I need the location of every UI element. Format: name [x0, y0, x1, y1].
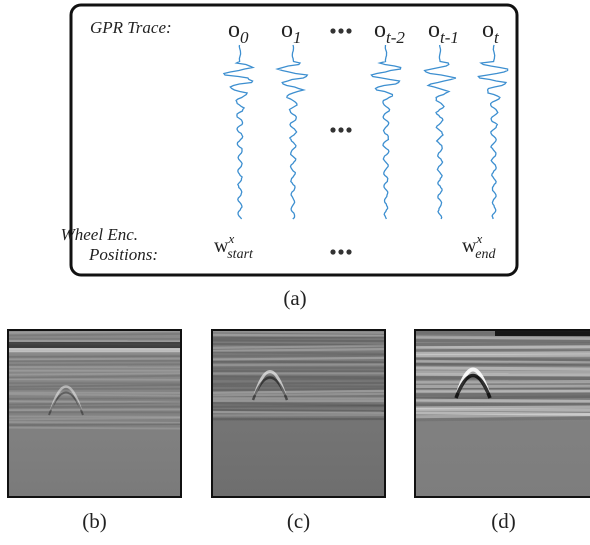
- caption: (d): [491, 509, 516, 533]
- radargram-band: [415, 394, 590, 395]
- pos-sub: start: [227, 247, 254, 262]
- radargram-band: [415, 337, 590, 338]
- radargram-band: [212, 377, 385, 378]
- radargram-band: [212, 340, 385, 341]
- radargram-band: [8, 428, 181, 429]
- caption: (a): [283, 286, 306, 310]
- radargram: [415, 330, 590, 497]
- radargram-band: [212, 364, 385, 365]
- trace-label: GPR Trace:: [90, 18, 172, 37]
- radargram-band: [8, 379, 181, 380]
- radargram-band: [415, 415, 590, 417]
- radargram-band: [415, 410, 590, 411]
- obs-base: o: [228, 17, 240, 43]
- radargram-band: [415, 353, 590, 354]
- radargram-band: [212, 335, 385, 336]
- radargram-band: [415, 400, 590, 401]
- radargram-band: [415, 341, 590, 342]
- radargram-band: [212, 389, 385, 390]
- obs-sub: t-1: [440, 28, 459, 47]
- radargram-band: [415, 359, 590, 360]
- pos-sup: x: [227, 231, 234, 246]
- obs-base: o: [428, 17, 440, 43]
- radargram-band: [415, 361, 590, 362]
- radargram-band: [415, 404, 590, 405]
- pos-sup: x: [475, 231, 482, 246]
- position-label: Positions:: [88, 245, 158, 264]
- obs-sub: 0: [240, 28, 249, 47]
- obs-base: o: [374, 17, 386, 43]
- radargram-band: [415, 418, 590, 420]
- position-label: Wheel Enc.: [61, 225, 138, 244]
- radargram-band: [415, 347, 590, 348]
- radargram-band: [415, 349, 590, 351]
- radargram-band: [415, 407, 590, 408]
- radargram-band: [8, 356, 181, 357]
- radargram-band: [415, 355, 590, 356]
- radargram-band: [415, 382, 590, 383]
- radargram-band: [212, 412, 385, 413]
- surface-band: [8, 348, 181, 352]
- radargram-band: [212, 406, 385, 407]
- caption: (c): [287, 509, 310, 533]
- radargram-band: [212, 362, 385, 363]
- radargram: [212, 330, 385, 497]
- radargram-band: [212, 386, 385, 387]
- radargram-band: [8, 424, 181, 425]
- radargram-band: [212, 383, 385, 384]
- radargram-band: [212, 415, 385, 416]
- pos-sub: end: [475, 247, 496, 262]
- caption: (b): [82, 509, 107, 533]
- radargram-band: [8, 407, 181, 408]
- obs-base: o: [482, 17, 494, 43]
- radargram-band: [212, 337, 385, 338]
- radargram-band: [8, 422, 181, 423]
- radargram-band: [212, 355, 385, 356]
- radargram: [8, 330, 181, 497]
- surface-band: [8, 342, 181, 348]
- radargram-band: [415, 368, 590, 369]
- obs-base: o: [281, 17, 293, 43]
- radargram-band: [415, 377, 590, 378]
- radargram-band: [8, 409, 181, 410]
- radargram-band: [415, 397, 590, 399]
- obs-sub: 1: [293, 28, 302, 47]
- radargram-band: [8, 359, 181, 360]
- radargram-band: [212, 368, 385, 369]
- radargram-bg: [8, 330, 181, 497]
- obs-sub: t-2: [386, 28, 405, 47]
